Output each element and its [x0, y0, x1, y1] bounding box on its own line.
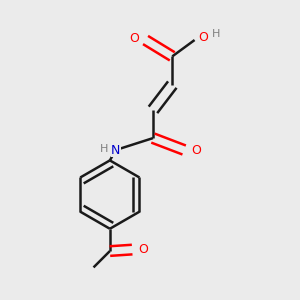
Text: O: O	[198, 31, 208, 44]
Text: O: O	[191, 143, 201, 157]
Text: N: N	[111, 143, 121, 157]
Text: O: O	[139, 243, 148, 256]
Text: O: O	[129, 32, 139, 45]
Text: H: H	[100, 143, 109, 154]
Text: H: H	[212, 29, 220, 39]
